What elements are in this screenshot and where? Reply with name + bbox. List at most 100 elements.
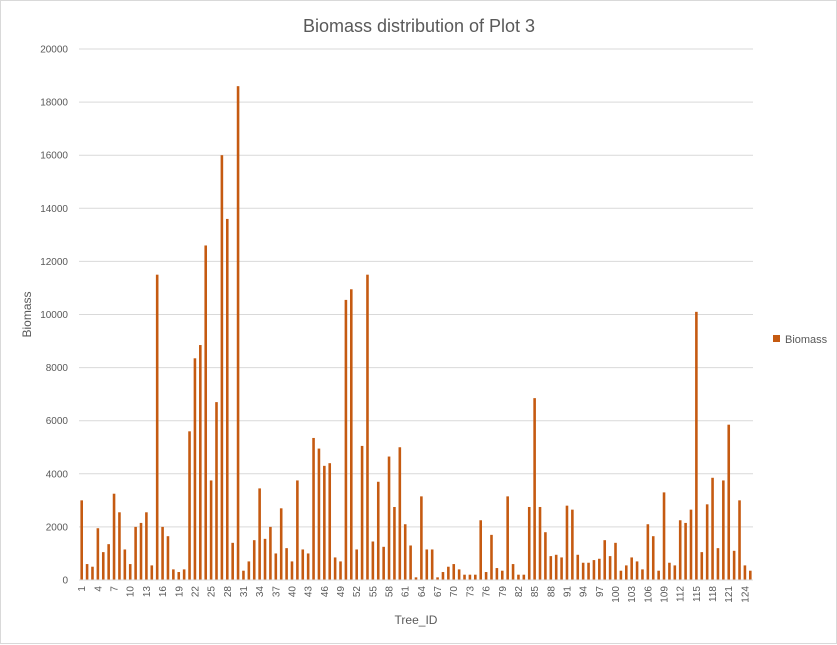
x-tick-label: 61	[401, 586, 412, 598]
bar	[420, 496, 423, 580]
bar	[689, 509, 693, 580]
bar	[139, 522, 143, 580]
bar	[387, 456, 391, 580]
bar	[695, 311, 698, 580]
bar	[301, 549, 305, 580]
legend-swatch	[773, 335, 780, 342]
bar	[608, 556, 612, 580]
bar	[447, 566, 450, 580]
bar	[80, 500, 83, 580]
x-tick-label: 109	[660, 586, 671, 603]
bar	[182, 569, 186, 580]
bar	[150, 565, 154, 580]
legend: Biomass	[773, 334, 828, 346]
x-tick-label: 37	[271, 586, 282, 598]
x-tick-label: 1	[77, 586, 88, 592]
bar	[533, 398, 536, 580]
y-tick-label: 10000	[40, 310, 68, 321]
bar	[517, 574, 520, 580]
x-tick-label: 55	[368, 586, 379, 598]
bar	[177, 572, 181, 580]
bar	[641, 569, 644, 580]
x-tick-label: 25	[207, 586, 218, 598]
bar	[252, 540, 256, 580]
x-tick-label: 106	[643, 586, 654, 603]
x-tick-label: 58	[385, 586, 396, 598]
bar	[107, 544, 110, 580]
x-tick-label: 40	[287, 586, 298, 598]
x-tick-label: 46	[320, 586, 331, 598]
x-tick-label: 112	[676, 586, 687, 602]
bar	[134, 526, 137, 580]
bar	[511, 564, 515, 580]
bar	[457, 569, 461, 580]
bar	[484, 572, 488, 580]
x-tick-label: 91	[562, 586, 573, 598]
bar	[538, 506, 542, 580]
y-tick-label: 0	[62, 576, 68, 587]
bar	[355, 549, 358, 580]
bar	[145, 512, 148, 580]
y-tick-label: 12000	[40, 257, 68, 268]
bar	[91, 566, 94, 580]
bar	[403, 524, 407, 580]
bar	[668, 562, 671, 580]
y-tick-label: 2000	[46, 522, 69, 533]
y-tick-label: 20000	[40, 45, 68, 56]
bar	[328, 463, 332, 580]
y-tick-label: 14000	[40, 204, 68, 215]
x-tick-label: 124	[740, 586, 751, 603]
bar	[296, 480, 299, 580]
x-tick-label: 85	[530, 586, 541, 598]
bar	[673, 565, 677, 580]
x-axis-ticks: 1 4 7 10 13 16 19 22 25 28 31 34 37 40 43 46 49 52 55 58 61 6…	[77, 586, 751, 603]
gridlines	[79, 48, 753, 528]
bar	[430, 549, 434, 580]
bar	[700, 552, 704, 580]
bar	[161, 526, 164, 580]
bar	[312, 437, 315, 580]
bar	[490, 534, 493, 580]
bar	[323, 465, 326, 580]
bar	[425, 549, 429, 580]
bar	[662, 492, 666, 580]
bar	[414, 577, 418, 580]
bar	[274, 553, 278, 580]
bar	[436, 577, 439, 580]
bar	[624, 565, 628, 580]
bar	[722, 480, 725, 580]
bar	[684, 522, 687, 580]
bar	[727, 424, 731, 580]
x-tick-label: 19	[174, 586, 185, 598]
legend-label: Biomass	[785, 334, 828, 346]
x-tick-label: 16	[158, 586, 169, 598]
bar	[749, 570, 752, 580]
bar	[242, 570, 245, 580]
bar	[112, 493, 116, 580]
bar	[630, 557, 633, 580]
bar	[225, 218, 229, 581]
y-tick-label: 6000	[46, 416, 69, 427]
x-tick-label: 13	[142, 586, 153, 598]
bar	[560, 557, 563, 580]
y-tick-label: 8000	[46, 363, 69, 374]
bar	[344, 299, 348, 580]
bar	[711, 477, 714, 580]
x-tick-label: 31	[239, 586, 250, 598]
bar	[215, 402, 218, 580]
x-tick-label: 43	[304, 586, 315, 598]
bar	[247, 561, 251, 580]
bar	[500, 570, 504, 580]
y-axis-ticks: 0 2000 4000 6000 8000 10000 12000 14000 16000 180…	[40, 45, 68, 587]
bar	[96, 528, 100, 580]
bar	[576, 554, 580, 580]
bar	[101, 552, 105, 580]
bar	[678, 520, 682, 580]
y-tick-label: 16000	[40, 151, 68, 162]
bar	[366, 274, 369, 580]
bar	[376, 481, 380, 580]
bar	[474, 574, 477, 580]
x-tick-label: 94	[579, 586, 590, 598]
bar	[587, 562, 590, 580]
